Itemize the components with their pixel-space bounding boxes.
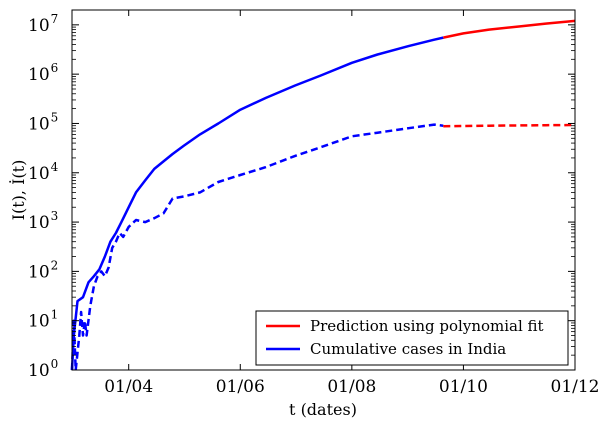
y-tick-label: 102 xyxy=(28,258,58,282)
series-line-1 xyxy=(70,123,444,372)
series-line-2 xyxy=(443,19,576,39)
x-tick-label: 01/08 xyxy=(327,377,376,397)
y-tick-label: 105 xyxy=(28,110,58,134)
y-tick-label: 101 xyxy=(28,308,58,332)
y-tick-label: 107 xyxy=(28,12,58,36)
x-tick-label: 01/04 xyxy=(104,377,153,397)
x-tick-label: 01/10 xyxy=(439,377,488,397)
plot-frame xyxy=(71,9,576,371)
legend: Prediction using polynomial fit Cumulati… xyxy=(255,310,569,366)
y-tick-label: 103 xyxy=(28,209,58,233)
y-tick-label: 100 xyxy=(28,357,58,381)
series-layer xyxy=(70,19,576,372)
x-axis-ticks: 01/04 01/06 01/08 01/10 01/12 xyxy=(104,10,600,397)
x-axis-label: t (dates) xyxy=(289,400,357,419)
y-tick-label: 106 xyxy=(28,61,58,85)
y-axis-label: I(t), İ(t) xyxy=(8,160,28,221)
legend-box xyxy=(255,310,569,366)
legend-label-cumulative: Cumulative cases in India xyxy=(310,340,506,358)
series-line-0 xyxy=(70,36,444,371)
legend-label-prediction: Prediction using polynomial fit xyxy=(310,317,544,335)
x-tick-label: 01/12 xyxy=(551,377,600,397)
y-tick-label: 104 xyxy=(28,160,59,184)
x-tick-label: 01/06 xyxy=(216,377,265,397)
series-line-3 xyxy=(443,123,576,128)
